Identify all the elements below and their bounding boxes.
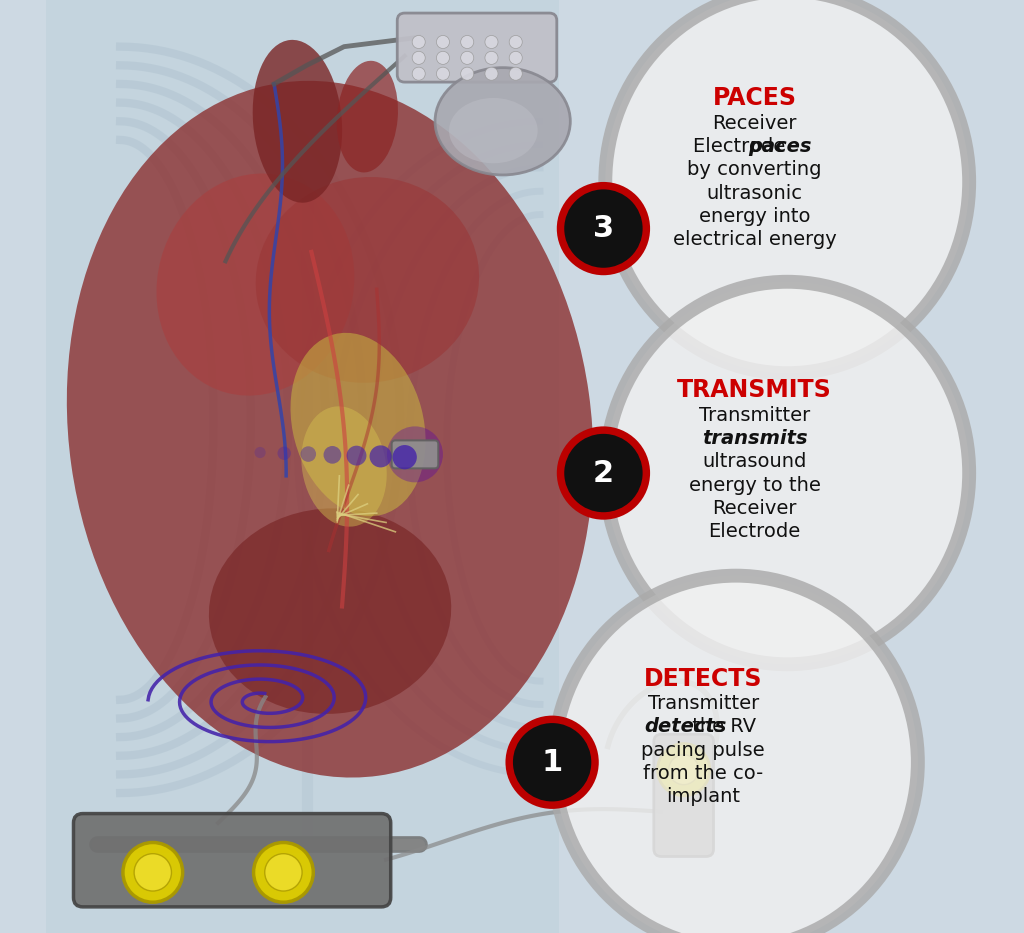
Circle shape <box>485 51 498 64</box>
Ellipse shape <box>256 177 479 383</box>
Text: Transmitter: Transmitter <box>699 406 810 425</box>
Circle shape <box>413 35 425 49</box>
Text: energy into: energy into <box>698 207 810 226</box>
Text: from the co-: from the co- <box>643 764 763 783</box>
Circle shape <box>387 426 443 482</box>
Ellipse shape <box>449 98 538 163</box>
Text: 3: 3 <box>593 214 614 244</box>
Text: energy to the: energy to the <box>689 476 820 494</box>
Circle shape <box>413 67 425 80</box>
Text: the RV: the RV <box>686 717 757 736</box>
Circle shape <box>557 182 650 275</box>
Circle shape <box>370 445 391 467</box>
Text: electrical energy: electrical energy <box>673 230 837 249</box>
Text: 2: 2 <box>593 458 614 488</box>
Ellipse shape <box>435 67 570 175</box>
Circle shape <box>254 842 313 902</box>
Ellipse shape <box>605 0 969 373</box>
Text: Receiver: Receiver <box>713 499 797 518</box>
Circle shape <box>513 723 591 801</box>
Circle shape <box>123 842 182 902</box>
Circle shape <box>485 35 498 49</box>
Ellipse shape <box>605 282 969 664</box>
Circle shape <box>564 434 643 512</box>
Circle shape <box>413 51 425 64</box>
Text: implant: implant <box>667 787 740 806</box>
Circle shape <box>657 744 710 796</box>
Ellipse shape <box>337 61 398 173</box>
Text: 1: 1 <box>542 747 563 777</box>
Ellipse shape <box>291 333 426 516</box>
Ellipse shape <box>253 40 342 202</box>
Circle shape <box>557 426 650 520</box>
Ellipse shape <box>554 576 918 933</box>
Circle shape <box>346 446 367 466</box>
Bar <box>45 0 559 933</box>
Circle shape <box>392 445 417 469</box>
Circle shape <box>509 35 522 49</box>
Circle shape <box>265 854 302 891</box>
Circle shape <box>461 67 474 80</box>
Text: Receiver: Receiver <box>713 114 797 132</box>
FancyBboxPatch shape <box>653 734 714 856</box>
Circle shape <box>509 51 522 64</box>
Circle shape <box>324 446 341 464</box>
Text: pacing pulse: pacing pulse <box>641 741 765 759</box>
Text: Transmitter: Transmitter <box>647 694 759 713</box>
Text: detects: detects <box>644 717 726 736</box>
Circle shape <box>436 35 450 49</box>
Text: DETECTS: DETECTS <box>644 667 763 691</box>
FancyBboxPatch shape <box>397 13 557 82</box>
Text: PACES: PACES <box>713 86 797 110</box>
Text: Electrode: Electrode <box>709 522 801 541</box>
Circle shape <box>255 447 265 458</box>
Circle shape <box>461 35 474 49</box>
Text: by converting: by converting <box>687 160 822 179</box>
Ellipse shape <box>157 174 354 396</box>
Circle shape <box>669 755 698 785</box>
Circle shape <box>506 716 599 809</box>
Circle shape <box>436 51 450 64</box>
Text: paces: paces <box>749 137 812 156</box>
FancyBboxPatch shape <box>74 814 391 907</box>
Circle shape <box>436 67 450 80</box>
Text: transmits: transmits <box>701 429 807 448</box>
Circle shape <box>485 67 498 80</box>
FancyBboxPatch shape <box>391 440 438 468</box>
Circle shape <box>461 51 474 64</box>
Text: ultrasonic: ultrasonic <box>707 184 803 202</box>
Ellipse shape <box>67 81 593 777</box>
Circle shape <box>278 447 291 460</box>
Text: Electrode: Electrode <box>692 137 791 156</box>
Ellipse shape <box>301 407 387 526</box>
Circle shape <box>564 189 643 268</box>
Ellipse shape <box>209 508 452 714</box>
Circle shape <box>134 854 171 891</box>
Text: ultrasound: ultrasound <box>702 453 807 471</box>
Circle shape <box>300 446 316 462</box>
Text: TRANSMITS: TRANSMITS <box>677 378 831 402</box>
Circle shape <box>509 67 522 80</box>
